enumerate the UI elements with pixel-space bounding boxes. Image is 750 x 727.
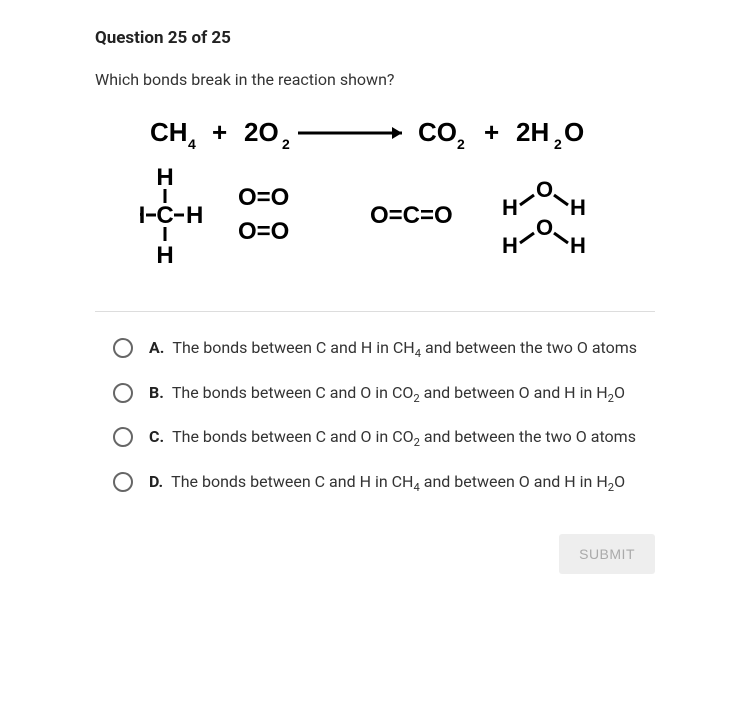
question-container: Question 25 of 25 Which bonds break in t… (0, 0, 750, 614)
option-body: D. The bonds between C and H in CH4 and … (149, 470, 625, 497)
svg-text:O=O: O=O (238, 184, 289, 211)
svg-text:H: H (156, 242, 173, 269)
svg-text:H: H (140, 202, 145, 229)
option-body: C. The bonds between C and O in CO2 and … (149, 425, 636, 452)
option-body: B. The bonds between C and O in CO2 and … (149, 381, 625, 408)
divider (95, 311, 655, 312)
option-c[interactable]: C. The bonds between C and O in CO2 and … (113, 425, 655, 452)
svg-text:O=O: O=O (238, 218, 289, 245)
svg-text:+: + (484, 117, 499, 147)
submit-row: SUBMIT (95, 534, 655, 574)
reaction-diagram: CH 4 + 2O 2 CO 2 + 2H 2 O H H (95, 113, 655, 283)
svg-text:H: H (570, 233, 586, 258)
option-d[interactable]: D. The bonds between C and H in CH4 and … (113, 470, 655, 497)
svg-text:CH: CH (150, 117, 188, 147)
question-text: Which bonds break in the reaction shown? (95, 70, 655, 89)
svg-text:H: H (570, 195, 586, 220)
option-text: The bonds between C and O in CO2 and bet… (172, 425, 636, 452)
options-list: A. The bonds between C and H in CH4 and … (95, 336, 655, 496)
svg-text:2H: 2H (516, 117, 549, 147)
svg-text:H: H (502, 195, 518, 220)
radio-icon (113, 472, 133, 492)
option-letter: B. (149, 381, 164, 406)
svg-text:O: O (564, 117, 584, 147)
svg-text:H: H (186, 202, 203, 229)
option-text: The bonds between C and O in CO2 and bet… (172, 381, 625, 408)
svg-text:O: O (536, 177, 553, 202)
option-body: A. The bonds between C and H in CH4 and … (149, 336, 637, 363)
svg-text:2: 2 (282, 136, 290, 152)
submit-button[interactable]: SUBMIT (559, 534, 655, 574)
option-a[interactable]: A. The bonds between C and H in CH4 and … (113, 336, 655, 363)
svg-text:O: O (536, 215, 553, 240)
option-letter: D. (149, 470, 163, 495)
option-text: The bonds between C and H in CH4 and bet… (171, 470, 625, 497)
svg-text:H: H (502, 233, 518, 258)
svg-text:CO: CO (418, 117, 457, 147)
svg-text:2: 2 (554, 136, 562, 152)
option-letter: C. (149, 425, 164, 450)
option-letter: A. (149, 336, 164, 361)
radio-icon (113, 338, 133, 358)
radio-icon (113, 427, 133, 447)
option-text: The bonds between C and H in CH4 and bet… (172, 336, 637, 363)
svg-text:O=C=O: O=C=O (370, 202, 453, 229)
svg-text:2O: 2O (244, 117, 279, 147)
question-number: Question 25 of 25 (95, 28, 655, 48)
radio-icon (113, 383, 133, 403)
svg-text:C: C (156, 202, 173, 229)
svg-text:H: H (156, 164, 173, 191)
svg-text:4: 4 (188, 136, 196, 152)
svg-text:2: 2 (457, 136, 465, 152)
option-b[interactable]: B. The bonds between C and O in CO2 and … (113, 381, 655, 408)
svg-text:+: + (212, 117, 227, 147)
